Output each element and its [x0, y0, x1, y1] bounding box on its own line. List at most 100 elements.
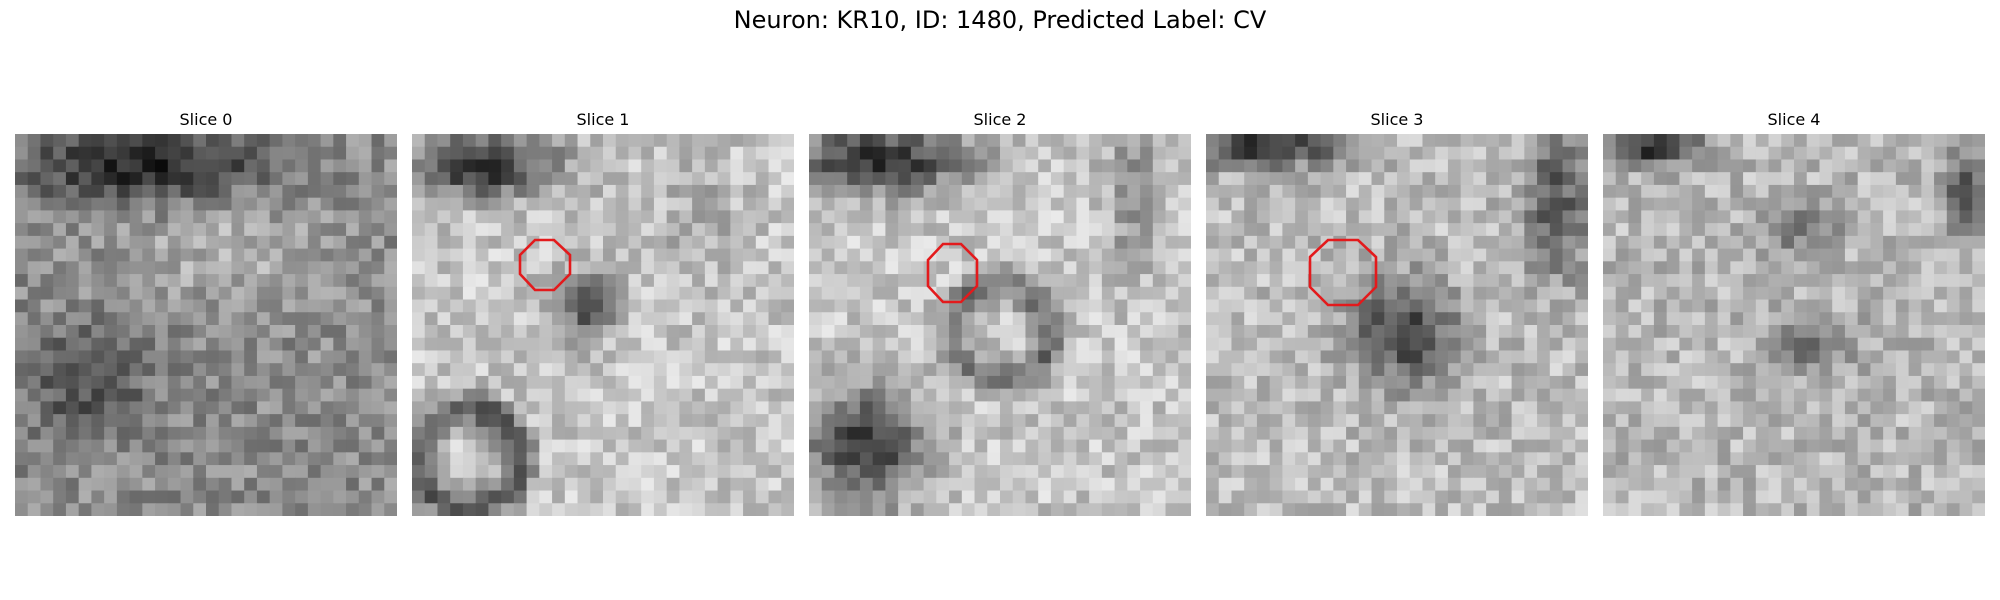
image-pixel [15, 184, 29, 199]
image-pixel [1628, 350, 1642, 364]
image-pixel [231, 235, 245, 250]
image-pixel [1524, 312, 1538, 326]
image-pixel [1460, 197, 1474, 211]
image-pixel [1575, 159, 1588, 173]
image-pixel [1038, 325, 1052, 339]
image-pixel [1269, 477, 1283, 492]
image-pixel [450, 503, 464, 516]
image-pixel [1320, 426, 1334, 441]
image-pixel [1165, 414, 1179, 428]
image-pixel [1562, 223, 1576, 237]
image-pixel [1934, 375, 1948, 390]
image-pixel [1666, 350, 1680, 364]
image-pixel [1346, 286, 1360, 301]
image-pixel [371, 248, 385, 262]
image-pixel [1473, 159, 1487, 173]
image-pixel [384, 274, 397, 288]
image-pixel [155, 452, 169, 466]
image-pixel [1692, 439, 1706, 453]
image-pixel [1908, 134, 1922, 148]
image-pixel [1333, 477, 1347, 492]
image-pixel [987, 490, 1001, 504]
image-pixel [1397, 350, 1411, 364]
image-pixel [1615, 159, 1630, 173]
image-pixel [1524, 210, 1538, 224]
image-pixel [717, 146, 731, 161]
image-pixel [1460, 465, 1474, 479]
image-pixel [1603, 146, 1617, 161]
image-pixel [1050, 426, 1065, 441]
image-pixel [104, 375, 118, 390]
image-pixel [371, 134, 385, 148]
image-pixel [1692, 172, 1706, 186]
image-pixel [167, 261, 182, 275]
image-pixel [898, 477, 912, 492]
image-pixel [1050, 286, 1065, 301]
image-pixel [1435, 465, 1449, 479]
slice-panel-2: Slice 2 [809, 109, 1191, 516]
image-pixel [333, 261, 347, 275]
image-pixel [1857, 184, 1871, 199]
image-pixel [1857, 159, 1871, 173]
image-pixel [1076, 439, 1090, 453]
image-pixel [552, 223, 566, 237]
image-pixel [371, 286, 385, 301]
image-pixel [666, 414, 680, 428]
image-pixel [1165, 350, 1179, 364]
image-pixel [603, 210, 617, 224]
image-pixel [1371, 414, 1385, 428]
image-pixel [1603, 503, 1617, 516]
image-pixel [1704, 146, 1719, 161]
image-pixel [65, 274, 80, 288]
image-pixel [53, 337, 67, 352]
image-pixel [1384, 337, 1398, 352]
image-pixel [615, 452, 630, 466]
image-pixel [282, 401, 296, 415]
image-pixel [949, 210, 963, 224]
image-pixel [1730, 248, 1744, 262]
image-pixel [269, 439, 283, 453]
image-pixel [40, 312, 54, 326]
image-pixel [1269, 261, 1283, 275]
image-pixel [666, 388, 680, 402]
image-pixel [1781, 286, 1795, 301]
image-pixel [155, 401, 169, 415]
image-pixel [1435, 312, 1449, 326]
image-pixel [116, 210, 131, 224]
image-pixel [358, 452, 373, 466]
image-pixel [1524, 401, 1538, 415]
image-pixel [40, 223, 54, 237]
image-pixel [501, 439, 515, 453]
image-pixel [116, 184, 131, 199]
image-pixel [65, 452, 80, 466]
image-pixel [1755, 388, 1770, 402]
image-pixel [821, 439, 836, 453]
image-pixel [1653, 261, 1668, 275]
image-pixel [1743, 490, 1757, 504]
image-pixel [1460, 350, 1474, 364]
image-pixel [692, 401, 706, 415]
image-pixel [781, 452, 794, 466]
image-pixel [961, 337, 976, 352]
image-pixel [1794, 465, 1808, 479]
image-pixel [180, 490, 194, 504]
image-pixel [615, 312, 630, 326]
image-pixel [1641, 146, 1655, 161]
image-pixel [1959, 274, 1973, 288]
image-pixel [424, 261, 439, 275]
image-pixel [1152, 159, 1167, 173]
image-pixel [1666, 426, 1680, 441]
image-pixel [104, 325, 118, 339]
image-pixel [628, 261, 642, 275]
image-pixel [1307, 286, 1322, 301]
image-pixel [1473, 146, 1487, 161]
image-pixel [1524, 414, 1538, 428]
image-pixel [1101, 439, 1116, 453]
image-pixel [1244, 172, 1258, 186]
image-pixel [1628, 261, 1642, 275]
image-pixel [1730, 134, 1744, 148]
image-pixel [859, 465, 874, 479]
image-pixel [384, 159, 397, 173]
image-pixel [1050, 490, 1065, 504]
image-pixel [910, 197, 925, 211]
